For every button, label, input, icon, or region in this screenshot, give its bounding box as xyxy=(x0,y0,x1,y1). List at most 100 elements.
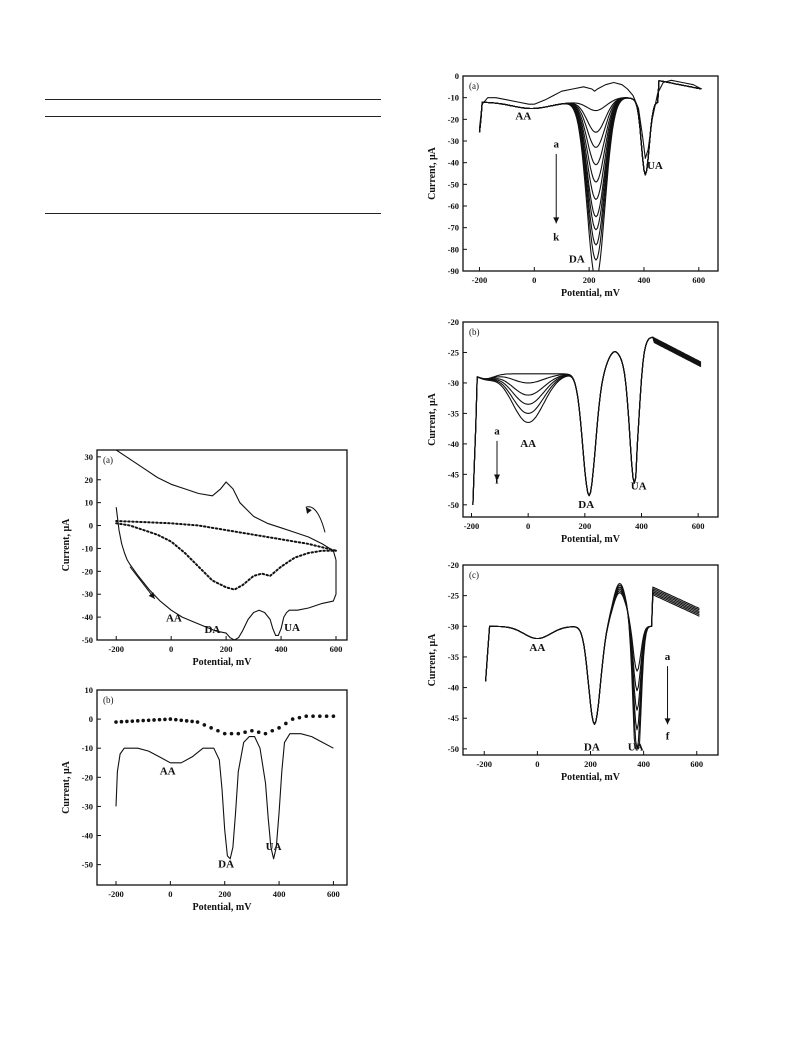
arrow-head xyxy=(553,217,560,224)
data-point xyxy=(152,718,156,722)
data-point xyxy=(318,714,322,718)
y-tick-label: -50 xyxy=(82,860,93,870)
annotation-label: UA xyxy=(631,481,647,493)
y-tick-label: -35 xyxy=(448,408,459,418)
data-point xyxy=(146,718,151,723)
y-tick-label: -45 xyxy=(448,469,459,479)
annotation-label: DA xyxy=(569,253,585,265)
x-tick-label: 0 xyxy=(169,644,173,654)
data-point xyxy=(222,731,227,736)
y-tick-label: -30 xyxy=(82,801,93,811)
x-tick-label: -200 xyxy=(472,275,488,285)
y-tick-label: -10 xyxy=(82,543,93,553)
panel-label: (a) xyxy=(469,81,479,91)
series-trace-1 xyxy=(472,336,702,505)
table-header-rule xyxy=(45,116,381,117)
y-tick-label: -30 xyxy=(82,589,93,599)
x-tick-label: 400 xyxy=(275,644,288,654)
x-tick-label: 0 xyxy=(535,759,539,769)
data-point xyxy=(179,718,184,723)
annotation-label: UA xyxy=(266,841,282,853)
y-tick-label: -40 xyxy=(82,612,93,622)
x-axis-label: Potential, mV xyxy=(193,902,253,913)
series-trace-10 xyxy=(478,80,702,271)
annotation-label: DA xyxy=(204,624,220,636)
y-tick-label: -20 xyxy=(448,114,459,124)
y-tick-label: 30 xyxy=(85,452,94,462)
data-point xyxy=(125,719,129,724)
x-tick-label: 400 xyxy=(273,889,286,899)
chart-left_b: -200 0 200 400 600 10 0 -10 -20 -30 -40 -50 Potentia… xyxy=(61,685,348,913)
data-point xyxy=(119,719,124,724)
series-line-0 xyxy=(478,79,702,159)
x-tick-label: -200 xyxy=(108,644,124,654)
data-point xyxy=(195,720,200,724)
panel-label: (b) xyxy=(103,695,114,705)
y-tick-label: -40 xyxy=(448,439,459,449)
series-trace-5 xyxy=(472,336,702,505)
y-tick-label: -50 xyxy=(82,635,93,645)
x-tick-label: 0 xyxy=(526,521,530,531)
plot-area xyxy=(472,336,702,505)
y-tick-label: -35 xyxy=(448,652,459,662)
plot-area xyxy=(114,714,336,860)
arrow-line xyxy=(305,506,326,533)
y-axis-label: Current, μA xyxy=(427,146,438,199)
annotation-label: f xyxy=(495,474,499,486)
y-tick-label: -40 xyxy=(448,158,459,168)
series-trace-3 xyxy=(472,336,702,505)
data-point xyxy=(250,728,254,733)
data-point xyxy=(311,714,315,718)
y-tick-label: 0 xyxy=(89,714,93,724)
data-point xyxy=(284,721,288,726)
y-axis-label: Current, μA xyxy=(427,392,438,445)
annotation-label: AA xyxy=(160,765,176,777)
series-line-0 xyxy=(115,450,337,561)
y-tick-label: -80 xyxy=(448,244,459,254)
table-top-rule xyxy=(45,99,381,100)
x-tick-label: 600 xyxy=(327,889,340,899)
arrow-head xyxy=(148,592,155,599)
annotation-label: DA xyxy=(578,499,594,511)
plot-frame xyxy=(96,689,348,886)
y-tick-label: -50 xyxy=(448,744,459,754)
x-tick-label: 0 xyxy=(168,889,172,899)
x-tick-label: 200 xyxy=(584,759,597,769)
table-bottom-rule xyxy=(45,213,381,214)
y-tick-label: -20 xyxy=(448,317,459,327)
data-point xyxy=(209,726,213,730)
series-trace-8 xyxy=(478,80,702,246)
data-point xyxy=(184,719,189,723)
y-tick-label: -25 xyxy=(448,347,459,357)
y-tick-label: -60 xyxy=(448,201,459,211)
x-tick-label: 400 xyxy=(638,275,651,285)
y-tick-label: -30 xyxy=(448,136,459,146)
data-point xyxy=(297,715,302,720)
data-point xyxy=(304,714,309,718)
annotation-label: DA xyxy=(584,742,600,754)
plot-area xyxy=(478,79,702,271)
annotation-label: DA xyxy=(218,859,234,871)
series-line-3 xyxy=(115,522,337,591)
x-tick-label: 200 xyxy=(583,275,596,285)
panel-label: (c) xyxy=(469,570,479,580)
x-tick-label: 200 xyxy=(220,644,233,654)
x-tick-label: 600 xyxy=(330,644,343,654)
y-axis-label: Current, μA xyxy=(427,633,438,686)
data-point xyxy=(324,714,329,718)
x-tick-label: 0 xyxy=(532,275,536,285)
arrow-head xyxy=(494,474,500,481)
y-tick-label: -70 xyxy=(448,223,459,233)
series-trace-1 xyxy=(478,80,702,176)
plot-frame xyxy=(96,449,348,641)
y-tick-label: 0 xyxy=(89,521,93,531)
y-tick-label: 10 xyxy=(85,685,94,695)
data-point xyxy=(236,731,241,736)
y-axis-label: Current, μA xyxy=(61,518,72,571)
plot-frame xyxy=(462,564,719,756)
data-point xyxy=(157,717,162,722)
plot-frame xyxy=(462,75,719,272)
series-line-0 xyxy=(115,733,334,860)
y-tick-label: -10 xyxy=(82,743,93,753)
data-point xyxy=(263,731,268,736)
